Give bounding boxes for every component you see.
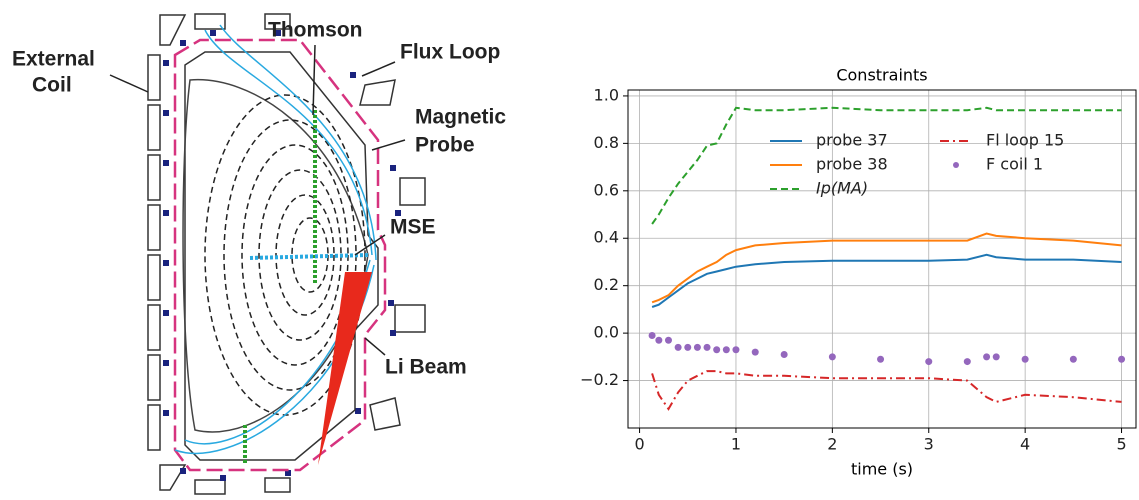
boundary [173, 38, 387, 472]
data-point [877, 355, 885, 363]
x-tick-label: 0 [634, 435, 644, 454]
chart-title: Constraints [836, 66, 927, 85]
data-point [983, 353, 991, 361]
external-coils [147, 13, 426, 495]
data-point [828, 353, 836, 361]
y-tick-label: 0.2 [594, 275, 619, 294]
y-tick-label: 0.4 [594, 228, 619, 247]
diagram-label: MSE [390, 216, 436, 239]
data-line [651, 253, 1122, 308]
data-point [648, 331, 656, 339]
data-point [684, 343, 692, 351]
data-line [651, 232, 1122, 304]
y-tick-label: 0.6 [594, 180, 619, 199]
x-tick-label: 1 [731, 435, 741, 454]
data-point [693, 343, 701, 351]
data-point [674, 343, 682, 351]
mse-chord [249, 253, 371, 260]
diagram-label: Thomson [268, 19, 363, 42]
diagram-label: Li Beam [385, 356, 467, 379]
data-point [780, 350, 788, 358]
vessel [184, 51, 379, 461]
li-beam [318, 272, 372, 465]
data-line [651, 106, 1122, 225]
data-point [1118, 355, 1126, 363]
diagram-label: External [12, 48, 95, 71]
diagram-label: Probe [415, 134, 475, 157]
legend-label: probe 37 [816, 131, 888, 150]
y-tick-label: 0.8 [594, 133, 619, 152]
tokamak-diagram: External Coil Thomson Flux Loop Magnetic… [12, 13, 506, 495]
data-point [732, 346, 740, 354]
y-tick-label: 1.0 [594, 85, 619, 104]
diagram-label: Coil [32, 74, 72, 97]
chart: Constraints time (s) −0.2 0.0 0.2 0.4 0.6 0.8… [580, 66, 1137, 479]
legend-label: Fl loop 15 [986, 131, 1064, 150]
data-point [1069, 355, 1077, 363]
x-tick-label: 4 [1020, 435, 1030, 454]
data-point [664, 336, 672, 344]
legend-label: Ip(MA) [816, 179, 868, 198]
data-point [1021, 355, 1029, 363]
data-point [655, 336, 663, 344]
x-tick-label: 3 [924, 435, 934, 454]
y-tick-label: 0.0 [594, 323, 619, 342]
probe-squares [163, 30, 401, 481]
arrows [109, 44, 406, 356]
data-line [651, 370, 1122, 411]
data-point [713, 346, 721, 354]
data-point [722, 346, 730, 354]
data-point [963, 358, 971, 366]
legend-label: F coil 1 [986, 155, 1043, 174]
data-point [992, 353, 1000, 361]
x-axis-label: time (s) [851, 460, 913, 479]
y-tick-label: −0.2 [580, 370, 619, 389]
x-tick-label: 2 [827, 435, 837, 454]
data-point [703, 343, 711, 351]
plot-frame [627, 89, 1137, 429]
data-point [925, 358, 933, 366]
diagram-label: Magnetic [415, 106, 506, 129]
data-point [751, 348, 759, 356]
legend-swatch [953, 162, 959, 168]
legend-label: probe 38 [816, 155, 888, 174]
x-tick-label: 5 [1116, 435, 1126, 454]
diagram-label: Flux Loop [400, 41, 500, 64]
